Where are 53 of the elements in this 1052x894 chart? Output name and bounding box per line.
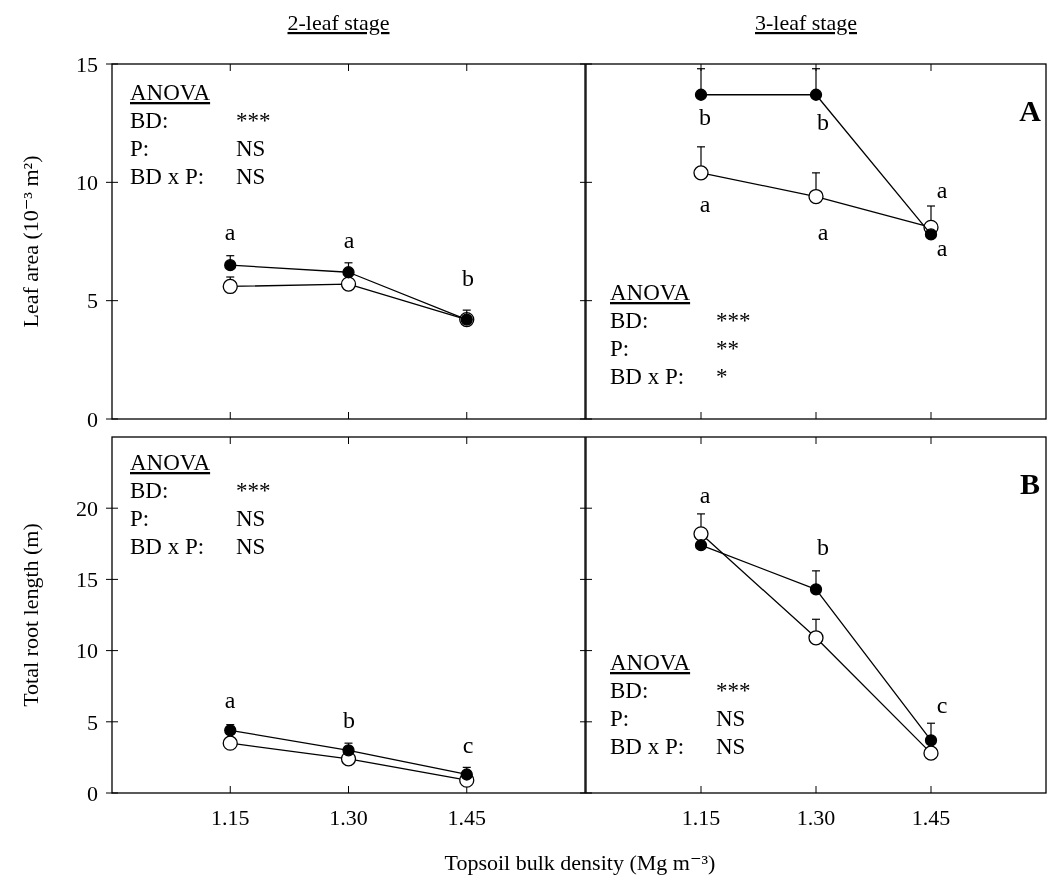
annotation: a [224, 687, 236, 714]
chart-title: 2-leaf stage [287, 10, 390, 35]
y-tick-label: 0 [87, 406, 98, 432]
chart-title: 3-leaf stage [755, 10, 857, 35]
annotation: b [462, 265, 474, 292]
x-tick-label: 1.45 [911, 805, 951, 830]
text: BD x P: NS [610, 734, 746, 759]
annotation: a [817, 219, 829, 246]
annotation: ANOVA [610, 280, 691, 305]
text: BD x P: NS [130, 534, 266, 559]
x-tick-label: 1.45 [447, 805, 486, 830]
annotation: a [343, 227, 355, 254]
text: P: ** [610, 336, 739, 361]
annotation: a [699, 191, 711, 218]
y-axis-title: Total root length (m) [18, 523, 43, 707]
text: BD x P: * [610, 364, 728, 389]
y-axis-title: Leaf area (10⁻³ m²) [18, 155, 43, 328]
text: P: NS [130, 136, 266, 161]
annotation: a [936, 235, 948, 262]
y-tick-label: 10 [76, 638, 98, 664]
annotation: B [1019, 466, 1041, 500]
text: BD: *** [610, 308, 751, 333]
y-tick-label: 5 [87, 288, 98, 314]
annotation: a [224, 219, 236, 246]
annotation: b [817, 109, 829, 136]
text: P: NS [610, 706, 746, 731]
annotation: ANOVA [610, 650, 691, 675]
annotation: A [1019, 93, 1042, 127]
text: BD: *** [130, 108, 271, 133]
x-tick-label: 1.30 [329, 805, 368, 830]
annotation: b [817, 534, 829, 561]
annotation: a [936, 177, 948, 204]
x-tick-label: 1.30 [796, 805, 836, 830]
annotation: b [699, 104, 711, 131]
annotation: a [699, 482, 711, 509]
x-axis-title: Topsoil bulk density (Mg m⁻³) [444, 850, 716, 875]
annotation: c [462, 732, 474, 759]
y-tick-label: 5 [87, 709, 98, 735]
text: P: NS [130, 506, 266, 531]
annotation: ANOVA [130, 450, 211, 475]
x-tick-label: 1.15 [681, 805, 721, 830]
y-tick-label: 15 [76, 51, 98, 77]
y-tick-label: 0 [87, 780, 98, 806]
text: BD: *** [610, 678, 751, 703]
annotation: c [936, 692, 948, 719]
text: BD x P: NS [130, 164, 266, 189]
y-tick-label: 10 [76, 170, 98, 196]
y-tick-label: 20 [76, 495, 98, 521]
annotation: ANOVA [130, 80, 211, 105]
annotation: b [343, 707, 355, 734]
x-tick-label: 1.15 [211, 805, 250, 830]
text: BD: *** [130, 478, 271, 503]
y-tick-label: 15 [76, 567, 98, 593]
